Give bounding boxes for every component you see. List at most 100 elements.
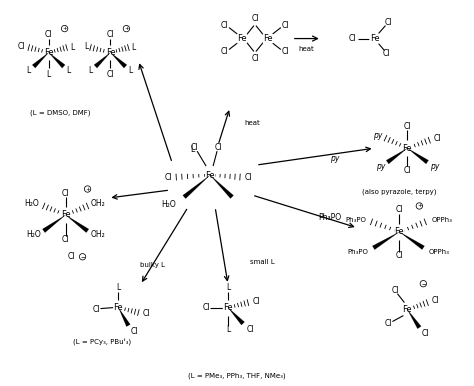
Polygon shape — [94, 52, 110, 68]
Text: Cl: Cl — [396, 205, 403, 215]
Text: heat: heat — [244, 120, 260, 126]
Polygon shape — [228, 308, 245, 325]
Text: Cl: Cl — [68, 252, 75, 261]
Text: Cl: Cl — [404, 166, 411, 174]
Text: Ph₃PO: Ph₃PO — [345, 217, 366, 223]
Text: Cl: Cl — [385, 18, 392, 27]
Polygon shape — [210, 175, 234, 198]
Text: +: + — [124, 26, 129, 31]
Text: OPPh₃: OPPh₃ — [429, 249, 450, 255]
Text: (L = PMe₃, PPh₃, THF, NMe₃): (L = PMe₃, PPh₃, THF, NMe₃) — [188, 372, 286, 379]
Text: H₂O: H₂O — [161, 200, 176, 210]
Text: Cl: Cl — [18, 42, 26, 51]
Text: L: L — [116, 283, 120, 292]
Text: L: L — [66, 66, 71, 75]
Text: Cl: Cl — [191, 143, 198, 152]
Text: Fe: Fe — [44, 48, 54, 57]
Text: Cl: Cl — [282, 21, 290, 30]
Text: Cl: Cl — [251, 54, 259, 63]
Text: L: L — [27, 66, 31, 75]
Text: Cl: Cl — [385, 319, 392, 328]
Text: Cl: Cl — [421, 329, 429, 338]
Text: (L = DMSO, DMF): (L = DMSO, DMF) — [30, 109, 91, 115]
Text: Cl: Cl — [244, 173, 252, 181]
Text: Fe: Fe — [106, 48, 115, 57]
Text: OPPh₃: OPPh₃ — [432, 217, 453, 223]
Text: L: L — [46, 70, 51, 79]
Text: Fe: Fe — [263, 34, 273, 43]
Text: (also pyrazole, terpy): (also pyrazole, terpy) — [362, 189, 437, 195]
Text: L: L — [84, 42, 89, 51]
Text: −: − — [421, 281, 426, 286]
Polygon shape — [400, 232, 425, 250]
Text: Cl: Cl — [220, 21, 228, 30]
Text: Cl: Cl — [202, 303, 210, 312]
Text: L: L — [128, 66, 133, 75]
Text: py: py — [429, 162, 439, 171]
Text: Cl: Cl — [107, 70, 114, 79]
Polygon shape — [65, 215, 89, 233]
Text: L: L — [190, 145, 194, 154]
Text: heat: heat — [299, 46, 315, 51]
Polygon shape — [407, 148, 428, 164]
Text: Fe: Fe — [114, 303, 123, 312]
Text: Cl: Cl — [214, 143, 222, 152]
Text: L: L — [71, 43, 75, 52]
Polygon shape — [386, 148, 407, 164]
Text: Cl: Cl — [252, 297, 260, 306]
Text: Ph₃PO: Ph₃PO — [318, 213, 341, 222]
Text: Cl: Cl — [396, 251, 403, 260]
Polygon shape — [118, 308, 130, 327]
Polygon shape — [32, 52, 49, 68]
Text: +: + — [85, 186, 90, 191]
Text: L: L — [89, 66, 92, 75]
Text: bulky L: bulky L — [140, 262, 165, 268]
Text: Cl: Cl — [143, 309, 150, 318]
Text: Fe: Fe — [223, 303, 233, 312]
Polygon shape — [110, 52, 127, 68]
Text: Cl: Cl — [246, 325, 254, 334]
Text: Cl: Cl — [383, 49, 390, 58]
Text: Fe: Fe — [205, 171, 215, 179]
Text: Cl: Cl — [131, 327, 138, 336]
Text: Fe: Fe — [394, 227, 404, 236]
Polygon shape — [42, 215, 65, 233]
Text: H₂O: H₂O — [24, 200, 39, 208]
Text: Fe: Fe — [370, 34, 379, 43]
Text: Fe: Fe — [61, 210, 71, 219]
Text: Cl: Cl — [392, 286, 399, 295]
Text: Cl: Cl — [107, 30, 114, 39]
Polygon shape — [373, 232, 400, 250]
Text: Cl: Cl — [62, 188, 69, 198]
Text: py: py — [373, 131, 382, 140]
Text: Cl: Cl — [251, 14, 259, 23]
Text: −: − — [80, 254, 85, 259]
Text: Cl: Cl — [349, 34, 356, 43]
Polygon shape — [183, 175, 210, 199]
Text: OH₂: OH₂ — [90, 200, 105, 208]
Text: Cl: Cl — [93, 305, 100, 314]
Text: +: + — [417, 203, 422, 208]
Text: Cl: Cl — [45, 30, 53, 39]
Text: small L: small L — [249, 259, 274, 265]
Polygon shape — [407, 310, 421, 329]
Text: Cl: Cl — [431, 296, 439, 305]
Text: Cl: Cl — [164, 173, 172, 181]
Text: L: L — [226, 325, 230, 334]
Text: Cl: Cl — [404, 122, 411, 131]
Text: (L = PCy₃, PBuᵗ₃): (L = PCy₃, PBuᵗ₃) — [73, 338, 132, 345]
Text: py: py — [376, 162, 385, 171]
Text: +: + — [62, 26, 67, 31]
Text: Cl: Cl — [282, 47, 290, 56]
Text: H₂O: H₂O — [27, 230, 41, 239]
Text: Cl: Cl — [434, 134, 441, 143]
Polygon shape — [49, 52, 65, 68]
Text: Fe: Fe — [402, 144, 412, 152]
Text: Fe: Fe — [402, 305, 412, 314]
Text: Fe: Fe — [237, 34, 247, 43]
Text: py: py — [330, 154, 339, 163]
Text: Ph₃PO: Ph₃PO — [347, 249, 368, 255]
Text: L: L — [131, 43, 136, 52]
Text: Cl: Cl — [220, 47, 228, 56]
Text: L: L — [226, 283, 230, 292]
